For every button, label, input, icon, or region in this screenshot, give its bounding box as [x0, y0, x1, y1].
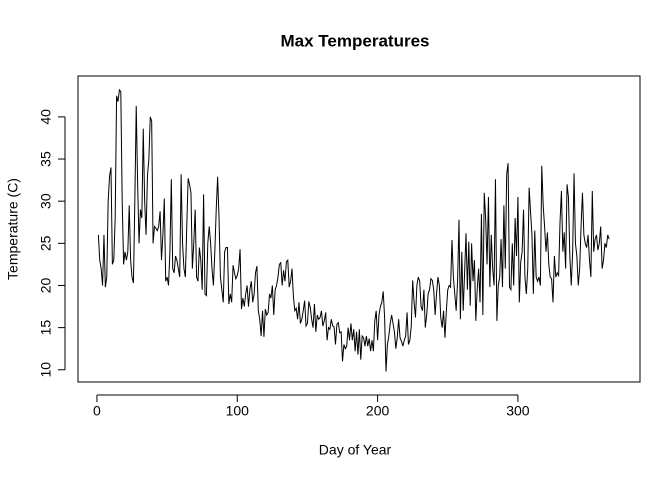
y-tick-label: 20 [38, 277, 54, 293]
y-tick-label: 15 [38, 320, 54, 336]
y-axis-label: Temperature (C) [5, 178, 21, 280]
x-tick-label: 200 [366, 403, 390, 419]
y-tick-label: 35 [38, 151, 54, 167]
x-axis-label: Day of Year [319, 442, 392, 458]
temperature-line [97, 88, 610, 372]
x-tick-label: 300 [506, 403, 530, 419]
y-tick-label: 40 [38, 109, 54, 125]
y-tick-label: 10 [38, 362, 54, 378]
x-tick-label: 100 [226, 403, 250, 419]
chart-title: Max Temperatures [281, 31, 430, 50]
y-tick-label: 30 [38, 193, 54, 209]
x-tick-label: 0 [93, 403, 101, 419]
plot-box [77, 75, 641, 383]
y-tick-label: 25 [38, 235, 54, 251]
